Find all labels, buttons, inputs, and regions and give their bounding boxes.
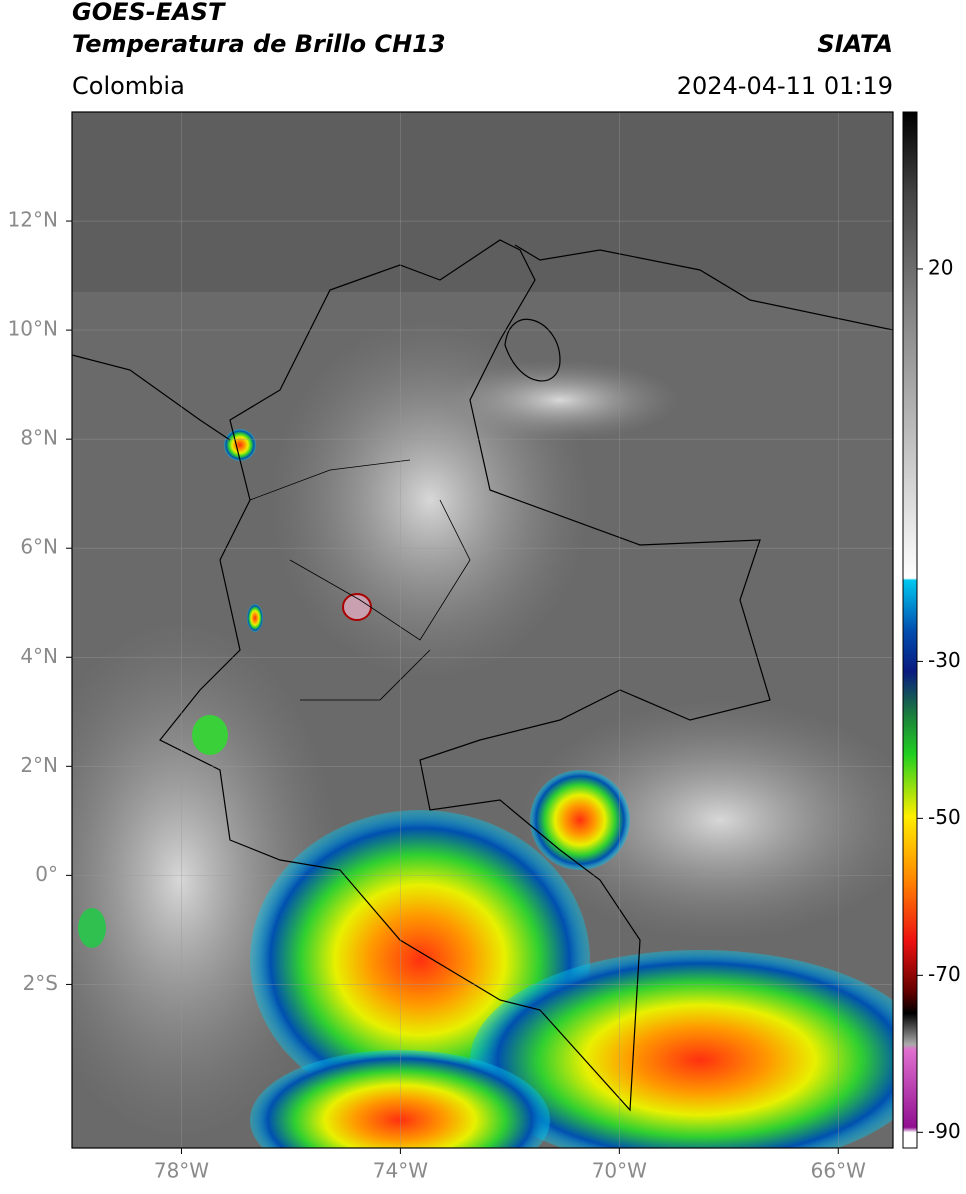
region: Colombia xyxy=(72,72,185,100)
colorbar-tick-label: -70 xyxy=(928,962,961,986)
title: GOES-EAST xyxy=(72,0,226,26)
y-tick-label: 2°S xyxy=(23,971,58,995)
y-tick-label: 10°N xyxy=(8,317,58,341)
datetime: 2024-04-11 01:19 xyxy=(677,72,893,100)
colorbar-tick-label: -30 xyxy=(928,648,961,672)
map-frame xyxy=(71,111,894,1149)
y-tick-label: 6°N xyxy=(20,535,58,559)
colorbar xyxy=(902,111,918,1149)
graticule xyxy=(72,112,893,1148)
x-tick-label: 70°W xyxy=(592,1159,647,1183)
y-tick-label: 8°N xyxy=(20,426,58,450)
x-tick-label: 78°W xyxy=(154,1159,209,1183)
colorbar-tick-label: -50 xyxy=(928,805,961,829)
source: SIATA xyxy=(817,30,893,58)
y-tick-label: 2°N xyxy=(20,753,58,777)
subtitle: Temperatura de Brillo CH13 xyxy=(72,30,446,58)
x-tick-label: 66°W xyxy=(811,1159,866,1183)
y-tick-label: 4°N xyxy=(20,644,58,668)
y-tick-label: 0° xyxy=(35,862,58,886)
colorbar-tick-label: -90 xyxy=(928,1119,961,1143)
y-tick-label: 12°N xyxy=(8,208,58,232)
colorbar-tick-label: 20 xyxy=(928,255,953,279)
map-image xyxy=(72,112,893,1148)
x-tick-label: 74°W xyxy=(373,1159,428,1183)
